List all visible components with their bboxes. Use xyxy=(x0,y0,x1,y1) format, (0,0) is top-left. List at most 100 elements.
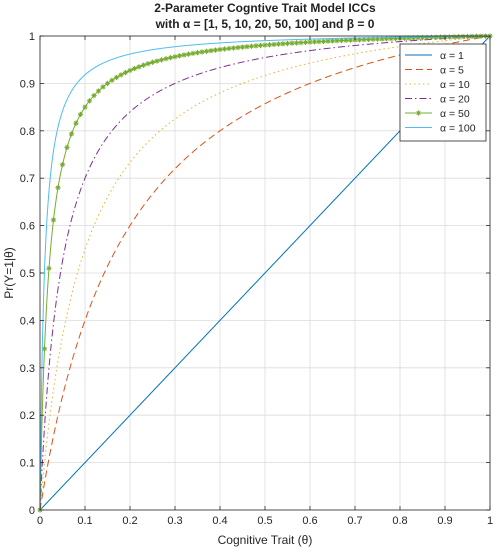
marker-alpha-50 xyxy=(95,88,102,94)
marker-alpha-50 xyxy=(68,131,75,137)
marker-alpha-50 xyxy=(217,46,223,53)
y-tick-label: 0.6 xyxy=(20,221,35,233)
marker-alpha-50 xyxy=(59,162,66,168)
marker-alpha-50 xyxy=(208,48,214,54)
marker-alpha-50 xyxy=(361,36,367,43)
marker-alpha-50 xyxy=(226,45,232,52)
legend-label: α = 50 xyxy=(440,108,470,120)
marker-alpha-50 xyxy=(86,98,93,104)
marker-alpha-50 xyxy=(284,40,291,47)
marker-alpha-50 xyxy=(320,38,327,44)
marker-alpha-50 xyxy=(230,45,237,51)
chart-title-line1: 2-Parameter Cogntive Trait Model ICCs xyxy=(154,1,376,15)
marker-alpha-50 xyxy=(280,41,286,47)
marker-alpha-50 xyxy=(334,38,340,44)
marker-alpha-50 xyxy=(262,42,268,48)
marker-alpha-50 xyxy=(100,84,106,90)
marker-alpha-50 xyxy=(77,111,84,118)
marker-alpha-50 xyxy=(253,43,259,49)
x-tick-label: 0 xyxy=(37,515,43,527)
marker-alpha-50 xyxy=(136,64,142,70)
legend-label: α = 5 xyxy=(440,65,464,77)
legend-marker xyxy=(415,110,422,116)
x-tick-label: 0.8 xyxy=(392,515,407,527)
marker-alpha-50 xyxy=(163,56,169,62)
x-tick-label: 0.7 xyxy=(347,515,362,527)
marker-alpha-50 xyxy=(307,39,313,45)
marker-alpha-50 xyxy=(82,104,88,110)
y-tick-label: 0.1 xyxy=(20,458,35,470)
marker-alpha-50 xyxy=(140,62,147,68)
marker-alpha-50 xyxy=(289,40,295,46)
marker-alpha-50 xyxy=(199,49,205,55)
marker-alpha-50 xyxy=(212,47,219,53)
marker-alpha-50 xyxy=(181,52,187,58)
y-axis-label: Pr(Y=1|θ) xyxy=(2,247,16,298)
marker-alpha-50 xyxy=(149,59,156,65)
y-tick-label: 1 xyxy=(29,31,35,43)
marker-alpha-50 xyxy=(64,144,70,150)
y-tick-label: 0.8 xyxy=(20,126,35,138)
marker-alpha-50 xyxy=(298,40,304,46)
x-axis-label: Cognitive Trait (θ) xyxy=(218,533,313,547)
x-tick-label: 0.5 xyxy=(257,515,272,527)
marker-alpha-50 xyxy=(239,44,246,50)
y-tick-label: 0.5 xyxy=(20,268,35,280)
marker-alpha-50 xyxy=(329,38,336,44)
marker-alpha-50 xyxy=(271,41,277,48)
marker-alpha-50 xyxy=(302,39,309,45)
y-tick-label: 0.9 xyxy=(20,78,35,90)
marker-alpha-50 xyxy=(190,50,196,56)
axis-ticks: 0 0.1 0.2 0.3 0.4 0.5 0.6 0.7 0.8 0.9 1 0 0.1 0.2 0.3 0… xyxy=(20,31,493,527)
y-tick-label: 0.2 xyxy=(20,410,35,422)
marker-alpha-50 xyxy=(338,37,345,44)
y-tick-label: 0 xyxy=(29,505,35,517)
marker-alpha-50 xyxy=(325,38,331,44)
marker-alpha-50 xyxy=(257,42,264,49)
x-tick-label: 1 xyxy=(487,515,493,527)
legend-box xyxy=(399,43,487,142)
marker-alpha-50 xyxy=(104,80,111,86)
y-tick-label: 0.3 xyxy=(20,363,35,375)
series-line-alpha-20 xyxy=(39,35,491,511)
marker-alpha-50 xyxy=(127,67,133,74)
marker-alpha-50 xyxy=(158,57,165,63)
marker-alpha-50 xyxy=(167,55,174,61)
marker-alpha-50 xyxy=(145,61,151,67)
marker-alpha-50 xyxy=(275,41,282,47)
legend-label: α = 100 xyxy=(440,123,476,135)
marker-alpha-50 xyxy=(122,69,129,76)
x-tick-label: 0.1 xyxy=(77,515,92,527)
marker-alpha-50 xyxy=(55,185,61,191)
marker-alpha-50 xyxy=(248,43,255,49)
y-tick-label: 0.7 xyxy=(20,173,35,185)
marker-alpha-50 xyxy=(131,65,138,72)
series-line-alpha-100 xyxy=(39,35,491,511)
marker-alpha-50 xyxy=(194,50,201,56)
marker-alpha-50 xyxy=(73,120,79,126)
marker-alpha-50 xyxy=(433,34,439,40)
legend-label: α = 1 xyxy=(440,50,464,62)
marker-alpha-50 xyxy=(172,54,178,60)
marker-alpha-50 xyxy=(46,265,52,271)
marker-alpha-50 xyxy=(293,40,300,46)
marker-alpha-50 xyxy=(154,58,160,64)
marker-alpha-50 xyxy=(176,53,183,59)
legend-label: α = 10 xyxy=(440,79,470,91)
x-tick-label: 0.4 xyxy=(212,515,227,527)
marker-alpha-50 xyxy=(109,77,115,83)
marker-alpha-50 xyxy=(91,92,97,99)
marker-alpha-50 xyxy=(316,39,322,45)
marker-alpha-50 xyxy=(185,51,192,57)
x-tick-label: 0.9 xyxy=(437,515,452,527)
y-tick-label: 0.4 xyxy=(20,315,35,327)
marker-alpha-50 xyxy=(50,217,57,223)
legend: α = 1 α = 5 α = 10 α = 20 α = 50 α = 100 xyxy=(399,43,487,142)
legend-label: α = 20 xyxy=(440,94,470,106)
marker-alpha-50 xyxy=(311,39,318,45)
marker-alpha-50 xyxy=(113,74,120,81)
marker-alpha-50 xyxy=(203,48,210,54)
x-tick-label: 0.2 xyxy=(122,515,137,527)
marker-alpha-50 xyxy=(118,72,124,78)
